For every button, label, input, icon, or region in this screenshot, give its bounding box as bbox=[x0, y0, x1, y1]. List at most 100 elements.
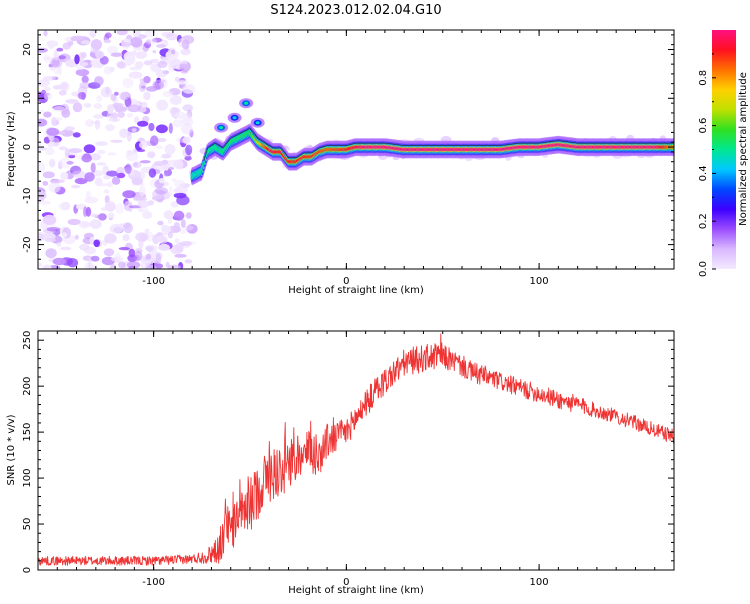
noise-blob bbox=[143, 91, 151, 101]
colorbar-tick-label: 0.0 bbox=[698, 261, 709, 277]
noise-blob bbox=[182, 104, 194, 112]
noise-blob bbox=[68, 154, 76, 159]
noise-blob bbox=[110, 139, 123, 143]
noise-blob bbox=[58, 90, 67, 96]
noise-blob bbox=[159, 178, 165, 184]
noise-blob bbox=[52, 106, 66, 112]
noise-blob bbox=[116, 30, 128, 36]
noise-blob bbox=[119, 128, 129, 138]
noise-blob bbox=[110, 52, 123, 57]
noise-blob bbox=[131, 177, 143, 186]
y-tick-label: 20 bbox=[22, 43, 33, 56]
noise-blob bbox=[59, 246, 72, 251]
noise-blob bbox=[123, 200, 132, 212]
x-tick-label: 100 bbox=[530, 276, 549, 287]
noise-blob bbox=[171, 178, 177, 182]
noise-blob bbox=[83, 144, 96, 154]
noise-blob bbox=[83, 206, 88, 217]
noise-blob bbox=[50, 57, 63, 68]
noise-blob bbox=[167, 217, 173, 224]
noise-blob bbox=[142, 115, 150, 123]
noise-blob bbox=[155, 79, 167, 83]
noise-blob bbox=[164, 144, 176, 155]
noise-blob bbox=[185, 212, 192, 219]
noise-blob bbox=[180, 219, 186, 228]
colorbar-tick-label: 0.6 bbox=[698, 118, 709, 134]
noise-blob bbox=[139, 160, 151, 164]
noise-blob bbox=[87, 256, 92, 267]
noise-blob bbox=[112, 102, 124, 107]
noise-blob bbox=[134, 116, 140, 124]
noise-blob bbox=[86, 190, 91, 200]
side-feature-blob bbox=[255, 121, 260, 125]
y-tick-label: 100 bbox=[22, 469, 33, 488]
noise-blob bbox=[144, 228, 150, 234]
noise-blob bbox=[122, 77, 134, 88]
snr-axes: -100 0 100 0 50 100 150 200 250 bbox=[22, 330, 675, 588]
noise-blob bbox=[43, 111, 52, 118]
noise-blob bbox=[163, 210, 174, 220]
noise-blob bbox=[157, 220, 164, 226]
snr-xlabel: Height of straight line (km) bbox=[288, 585, 424, 596]
noise-blob bbox=[162, 90, 173, 98]
noise-blob bbox=[120, 39, 125, 47]
noise-blob bbox=[89, 30, 97, 38]
noise-blob bbox=[176, 80, 188, 85]
noise-blob bbox=[133, 196, 148, 202]
noise-blob bbox=[168, 231, 173, 239]
noise-blob bbox=[147, 151, 156, 159]
noise-blob bbox=[168, 47, 176, 55]
snr-frame bbox=[37, 330, 675, 571]
noise-blob bbox=[138, 81, 147, 93]
noise-blob bbox=[145, 265, 157, 269]
noise-blob bbox=[174, 238, 180, 244]
noise-blob bbox=[181, 39, 190, 50]
colorbar: 0.0 0.2 0.4 0.6 0.8 Normalized spectral ampl… bbox=[698, 30, 749, 277]
noise-blob bbox=[156, 99, 169, 111]
noise-blob bbox=[58, 158, 72, 169]
noise-blob bbox=[124, 163, 132, 174]
noise-blob bbox=[170, 201, 179, 208]
noise-blob bbox=[122, 234, 130, 242]
noise-blob bbox=[103, 175, 111, 180]
noise-blob bbox=[100, 86, 113, 98]
noise-blob bbox=[60, 82, 68, 90]
noise-blob bbox=[116, 172, 126, 179]
spectral-ridge bbox=[190, 123, 674, 186]
spectrogram-frame bbox=[37, 29, 675, 270]
y-tick-label: -20 bbox=[22, 236, 33, 252]
noise-blob bbox=[117, 61, 126, 69]
noise-blob bbox=[103, 248, 115, 257]
noise-blob bbox=[61, 108, 71, 118]
colorbar-tick-label: 0.8 bbox=[698, 70, 709, 86]
noise-blob bbox=[96, 162, 107, 166]
spectrogram-xlabel: Height of straight line (km) bbox=[288, 285, 424, 296]
noise-blob bbox=[45, 248, 57, 259]
noise-blob bbox=[43, 75, 56, 81]
noise-blob bbox=[169, 95, 182, 105]
noise-blob bbox=[89, 153, 101, 161]
noise-blob bbox=[174, 111, 187, 119]
noise-blob bbox=[58, 146, 68, 151]
noise-blob bbox=[125, 151, 139, 162]
noise-blob bbox=[134, 254, 140, 262]
noise-blob bbox=[174, 76, 180, 82]
noise-blob bbox=[96, 95, 103, 103]
noise-blob bbox=[139, 141, 148, 149]
noise-blob bbox=[52, 117, 63, 121]
noise-blob bbox=[42, 214, 57, 225]
noise-blob bbox=[104, 32, 112, 39]
noise-blob bbox=[173, 188, 183, 194]
noise-blob bbox=[150, 135, 159, 146]
y-tick-label: 10 bbox=[22, 92, 33, 105]
noise-blob bbox=[107, 45, 119, 55]
colorbar-tick-label: 0.2 bbox=[698, 213, 709, 229]
noise-blob bbox=[134, 61, 144, 69]
noise-blob bbox=[180, 48, 191, 56]
noise-blob bbox=[43, 30, 48, 37]
noise-blob bbox=[148, 168, 157, 178]
noise-blob bbox=[118, 91, 130, 101]
noise-blob bbox=[114, 91, 119, 96]
noise-blob bbox=[143, 60, 153, 66]
noise-blob bbox=[38, 262, 43, 268]
